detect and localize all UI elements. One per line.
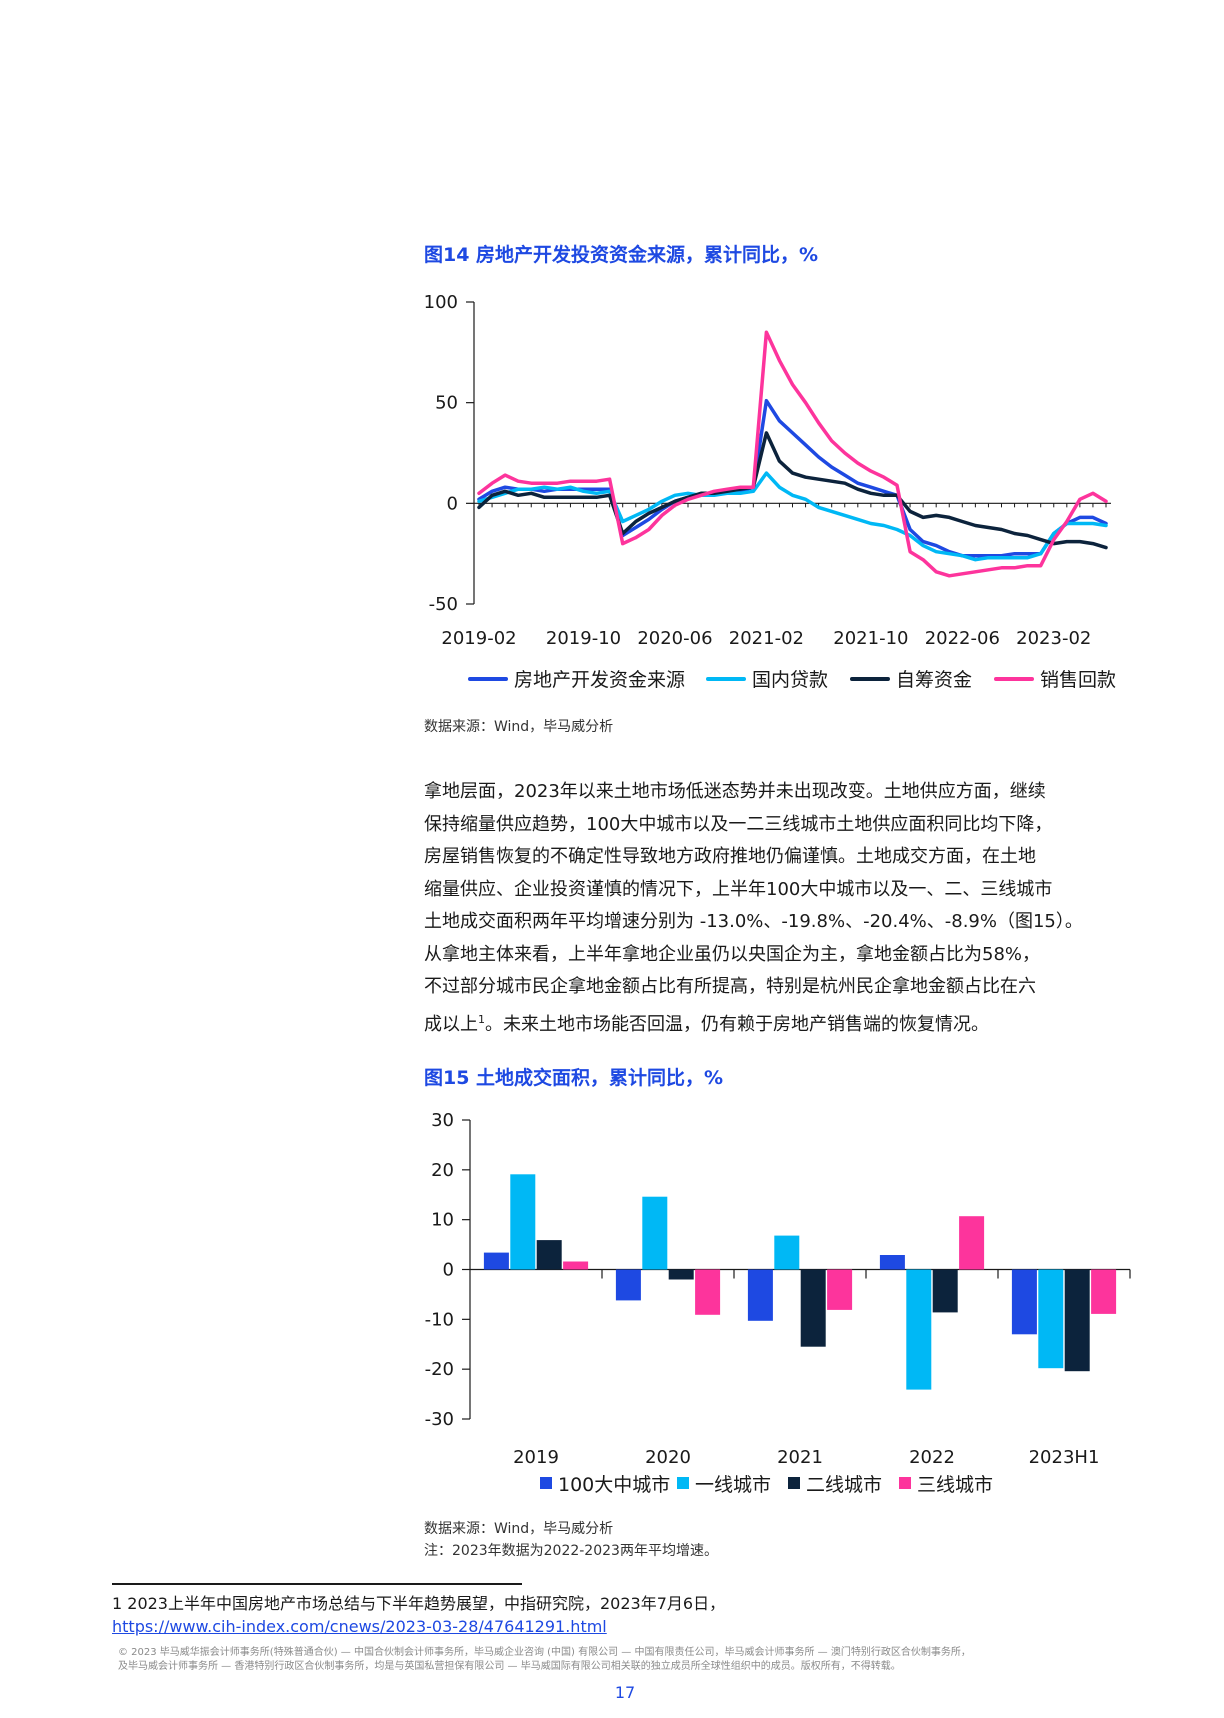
figure-14-title: 图14 房地产开发投资资金来源，累计同比，% xyxy=(424,244,819,266)
category-label: 2022 xyxy=(909,1447,955,1468)
bar xyxy=(747,1269,773,1321)
line-chart-legend: 房地产开发资金来源 国内贷款 自筹资金 销售回款 xyxy=(468,669,1116,691)
y-tick-label: 50 xyxy=(435,393,458,414)
legend-label: 三线城市 xyxy=(917,1474,993,1496)
y-tick-label: 10 xyxy=(431,1210,454,1231)
bar xyxy=(642,1196,668,1270)
bar xyxy=(774,1235,800,1270)
x-tick-label: 2022-06 xyxy=(925,628,1000,649)
paragraph-text: 成以上 xyxy=(424,1013,478,1035)
legend-label: 自筹资金 xyxy=(896,669,972,691)
bar xyxy=(906,1269,932,1390)
category-label: 2021 xyxy=(777,1447,823,1468)
paragraph-line: 成以上1。未来土地市场能否回温，仍有赖于房地产销售端的恢复情况。 xyxy=(424,1004,1156,1042)
legend-label: 销售回款 xyxy=(1040,669,1116,691)
figure-14-line-chart: 100 50 0 -50 2019-02 2019-10 2020-06 2021-02 202… xyxy=(424,292,1116,691)
copyright-line: © 2023 毕马威华振会计师事务所(特殊普通合伙) — 中国合伙制会计师事务所… xyxy=(118,1647,971,1658)
category-label: 2019 xyxy=(513,1447,559,1468)
bar xyxy=(563,1261,589,1270)
figure-15-bar-chart: 30 20 10 0 -10 -20 -30 2019 2020 2021 2022 2023H1 1… xyxy=(425,1110,1131,1496)
bar xyxy=(827,1269,853,1310)
bar xyxy=(695,1269,721,1315)
line-chart-axes: 100 50 0 -50 2019-02 2019-10 2020-06 2021-02 202… xyxy=(424,292,1111,649)
footnote-link[interactable]: https://www.cih-index.com/cnews/2023-03-… xyxy=(112,1617,607,1636)
footnote-text: 1 2023上半年中国房地产市场总结与下半年趋势展望，中指研究院，2023年7月… xyxy=(112,1594,726,1613)
paragraph-line: 从拿地主体来看，上半年拿地企业虽仍以央国企为主，拿地金额占比为58%， xyxy=(424,943,1041,965)
bar xyxy=(1091,1269,1117,1314)
bar-chart-bars xyxy=(483,1174,1117,1390)
x-tick-label: 2020-06 xyxy=(637,628,712,649)
figure-15-note: 注：2023年数据为2022-2023两年平均增速。 xyxy=(424,1543,718,1559)
bar-chart-axes: 30 20 10 0 -10 -20 -30 2019 2020 2021 2022 2023H1 xyxy=(425,1110,1131,1468)
legend-swatch xyxy=(788,1477,800,1489)
bar xyxy=(1064,1269,1090,1372)
figure-15-title: 图15 土地成交面积，累计同比，% xyxy=(424,1067,724,1089)
x-tick-label: 2019-02 xyxy=(441,628,516,649)
page-number: 17 xyxy=(614,1683,636,1702)
y-tick-label: 100 xyxy=(424,292,458,313)
paragraph-line: 房屋销售恢复的不确定性导致地方政府推地仍偏谨慎。土地成交方面，在土地 xyxy=(424,846,1036,867)
x-tick-label: 2021-10 xyxy=(833,628,908,649)
bar xyxy=(932,1269,958,1313)
paragraph-line: 拿地层面，2023年以来土地市场低迷态势并未出现改变。土地供应方面，继续 xyxy=(424,781,1046,802)
bar xyxy=(483,1252,509,1270)
bar xyxy=(536,1240,562,1270)
y-tick-label: 0 xyxy=(443,1260,454,1281)
footnote-divider xyxy=(112,1583,522,1585)
bar xyxy=(1011,1269,1037,1335)
bar xyxy=(510,1174,536,1270)
x-tick-label: 2023-02 xyxy=(1016,628,1091,649)
legend-label: 二线城市 xyxy=(806,1474,882,1496)
x-tick-label: 2021-02 xyxy=(729,628,804,649)
category-label: 2020 xyxy=(645,1447,691,1468)
footnote-reference[interactable]: 1 xyxy=(478,1012,485,1026)
paragraph-line: 保持缩量供应趋势，100大中城市以及一二三线城市土地供应面积同比均下降， xyxy=(424,813,1053,835)
legend-label: 国内贷款 xyxy=(752,669,828,691)
y-tick-label: -50 xyxy=(429,594,458,615)
legend-label: 100大中城市 xyxy=(558,1474,670,1496)
copyright-notice: © 2023 毕马威华振会计师事务所(特殊普通合伙) — 中国合伙制会计师事务所… xyxy=(118,1646,1138,1674)
y-tick-label: -10 xyxy=(425,1309,454,1330)
bar xyxy=(1038,1269,1064,1369)
paragraph-line: 土地成交面积两年平均增速分别为 -13.0%、-19.8%、-20.4%、-8.… xyxy=(424,911,1083,932)
y-tick-label: 30 xyxy=(431,1110,454,1131)
figure-14-source: 数据来源：Wind，毕马威分析 xyxy=(424,719,614,735)
paragraph-text: 。未来土地市场能否回温，仍有赖于房地产销售端的恢复情况。 xyxy=(485,1013,989,1035)
paragraph-line: 缩量供应、企业投资谨慎的情况下，上半年100大中城市以及一、二、三线城市 xyxy=(424,878,1053,900)
legend-swatch xyxy=(677,1477,689,1489)
bar xyxy=(615,1269,641,1301)
series-line xyxy=(477,471,1108,562)
bar xyxy=(879,1255,905,1270)
series-line xyxy=(477,398,1108,558)
y-tick-label: 0 xyxy=(447,493,458,514)
copyright-line: 及毕马威会计师事务所 — 香港特别行政区合伙制事务所，均是与英国私营担保有限公司… xyxy=(118,1661,901,1672)
legend-swatch xyxy=(540,1477,552,1489)
bar-chart-legend: 100大中城市 一线城市 二线城市 三线城市 xyxy=(540,1474,993,1496)
y-tick-label: -20 xyxy=(425,1359,454,1380)
x-tick-label: 2019-10 xyxy=(546,628,621,649)
legend-swatch xyxy=(899,1477,911,1489)
paragraph-line: 不过部分城市民企拿地金额占比有所提高，特别是杭州民企拿地金额占比在六 xyxy=(424,976,1036,997)
y-tick-label: 20 xyxy=(431,1160,454,1181)
body-paragraph: 拿地层面，2023年以来土地市场低迷态势并未出现改变。土地供应方面，继续 保持缩… xyxy=(424,776,1156,1041)
line-chart-series xyxy=(477,330,1108,578)
footnote: 1 2023上半年中国房地产市场总结与下半年趋势展望，中指研究院，2023年7月… xyxy=(112,1592,725,1638)
series-line xyxy=(477,330,1108,578)
legend-label: 一线城市 xyxy=(695,1474,771,1496)
bar xyxy=(668,1269,694,1280)
figure-15-source: 数据来源：Wind，毕马威分析 xyxy=(424,1521,614,1537)
series-line xyxy=(477,431,1108,550)
bar xyxy=(800,1269,826,1347)
legend-label: 房地产开发资金来源 xyxy=(514,669,685,691)
y-tick-label: -30 xyxy=(425,1409,454,1430)
bar xyxy=(959,1216,985,1270)
category-label: 2023H1 xyxy=(1029,1447,1100,1468)
